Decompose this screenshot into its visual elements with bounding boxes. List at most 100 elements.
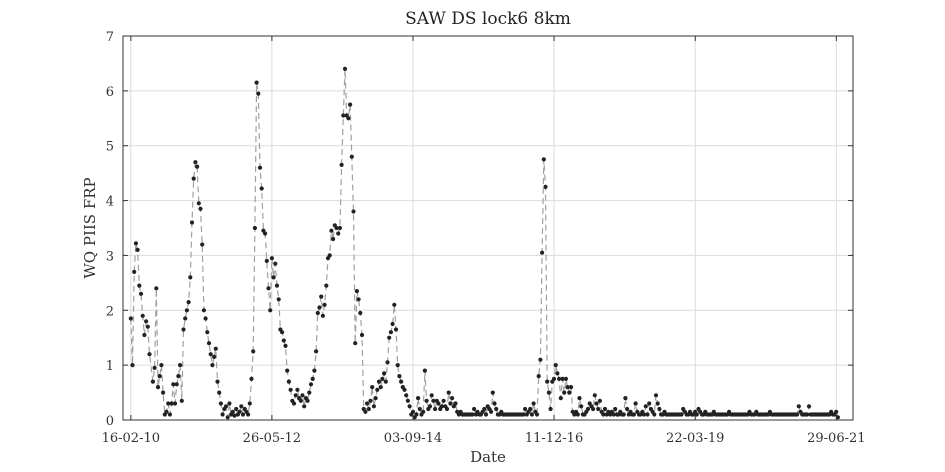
plot-frame: [122, 35, 854, 421]
data-point: [252, 225, 257, 231]
data-point: [601, 412, 606, 417]
data-point: [385, 360, 390, 365]
data-point: [623, 396, 628, 401]
data-point: [453, 401, 458, 406]
data-point: [237, 409, 242, 414]
data-point: [625, 406, 630, 412]
data-point: [642, 412, 647, 417]
data-point: [225, 415, 230, 420]
data-point: [489, 409, 494, 414]
data-point: [472, 406, 477, 412]
data-point: [562, 390, 567, 395]
data-point: [336, 231, 341, 236]
data-point: [563, 376, 569, 381]
data-point: [266, 286, 271, 291]
data-point: [308, 382, 314, 387]
data-point: [395, 363, 400, 368]
data-point: [223, 404, 229, 409]
data-point: [285, 368, 290, 373]
x-tick-label: 03-09-14: [384, 431, 442, 446]
data-point: [203, 316, 208, 321]
data-point: [370, 385, 375, 390]
data-point: [239, 404, 244, 409]
data-point: [220, 412, 225, 417]
data-point: [164, 409, 169, 414]
data-point: [295, 387, 300, 392]
data-point: [351, 209, 356, 214]
data-point: [621, 412, 626, 417]
data-point: [450, 396, 455, 401]
x-tick-label: 26-05-12: [243, 431, 301, 446]
data-point: [359, 332, 365, 338]
data-point: [548, 406, 553, 412]
data-point: [531, 401, 536, 406]
data-point: [553, 363, 558, 368]
data-point: [446, 390, 451, 395]
data-point: [259, 186, 264, 191]
data-point: [254, 80, 259, 85]
data-point: [602, 406, 608, 412]
data-point: [483, 412, 489, 417]
data-point: [545, 379, 550, 384]
data-point: [422, 368, 427, 373]
data-point: [212, 354, 217, 359]
data-point: [431, 398, 436, 403]
data-point: [594, 401, 599, 406]
data-point: [200, 242, 205, 247]
data-point: [181, 327, 186, 332]
data-point: [611, 412, 616, 417]
data-point: [657, 406, 662, 412]
data-point: [257, 165, 263, 170]
data-point: [579, 404, 584, 409]
data-point: [322, 302, 327, 307]
data-point: [633, 401, 638, 406]
data-point: [232, 413, 237, 418]
data-point: [217, 390, 222, 395]
data-point: [596, 406, 601, 412]
data-point: [281, 338, 286, 343]
data-point: [577, 396, 582, 401]
data-point: [806, 404, 812, 409]
data-point: [390, 321, 395, 327]
data-point: [138, 291, 144, 296]
data-point: [240, 412, 246, 417]
data-point: [191, 176, 196, 181]
data-point: [274, 283, 280, 288]
data-point: [349, 154, 354, 159]
x-tick-label: 29-06-21: [807, 431, 865, 446]
data-point: [276, 297, 281, 302]
data-point: [263, 231, 268, 236]
data-point: [176, 374, 181, 379]
data-point: [358, 310, 363, 316]
data-point: [410, 409, 416, 414]
data-point: [835, 415, 841, 420]
data-point: [591, 406, 596, 412]
data-point: [147, 352, 152, 357]
data-point: [206, 341, 212, 346]
data-point: [169, 401, 174, 406]
data-point: [288, 387, 293, 392]
data-point: [247, 401, 252, 406]
data-point: [171, 382, 176, 387]
data-point: [195, 164, 200, 169]
data-point: [178, 363, 183, 368]
data-point: [441, 398, 446, 403]
data-point: [397, 374, 402, 379]
data-point: [492, 401, 497, 406]
data-point: [269, 256, 274, 261]
data-point: [402, 387, 407, 392]
data-point: [655, 401, 660, 406]
y-tick-label: 0: [106, 414, 114, 429]
data-point: [300, 393, 305, 398]
data-point: [482, 406, 487, 412]
data-point: [427, 404, 433, 409]
data-point: [307, 390, 312, 395]
data-point: [354, 289, 359, 294]
y-axis-label: WQ PIIS FRP: [81, 177, 99, 278]
y-tick-label: 6: [106, 85, 114, 100]
data-point: [392, 302, 397, 307]
data-point: [213, 346, 218, 351]
data-point: [795, 412, 800, 417]
data-point: [179, 398, 184, 403]
data-point: [521, 412, 526, 417]
